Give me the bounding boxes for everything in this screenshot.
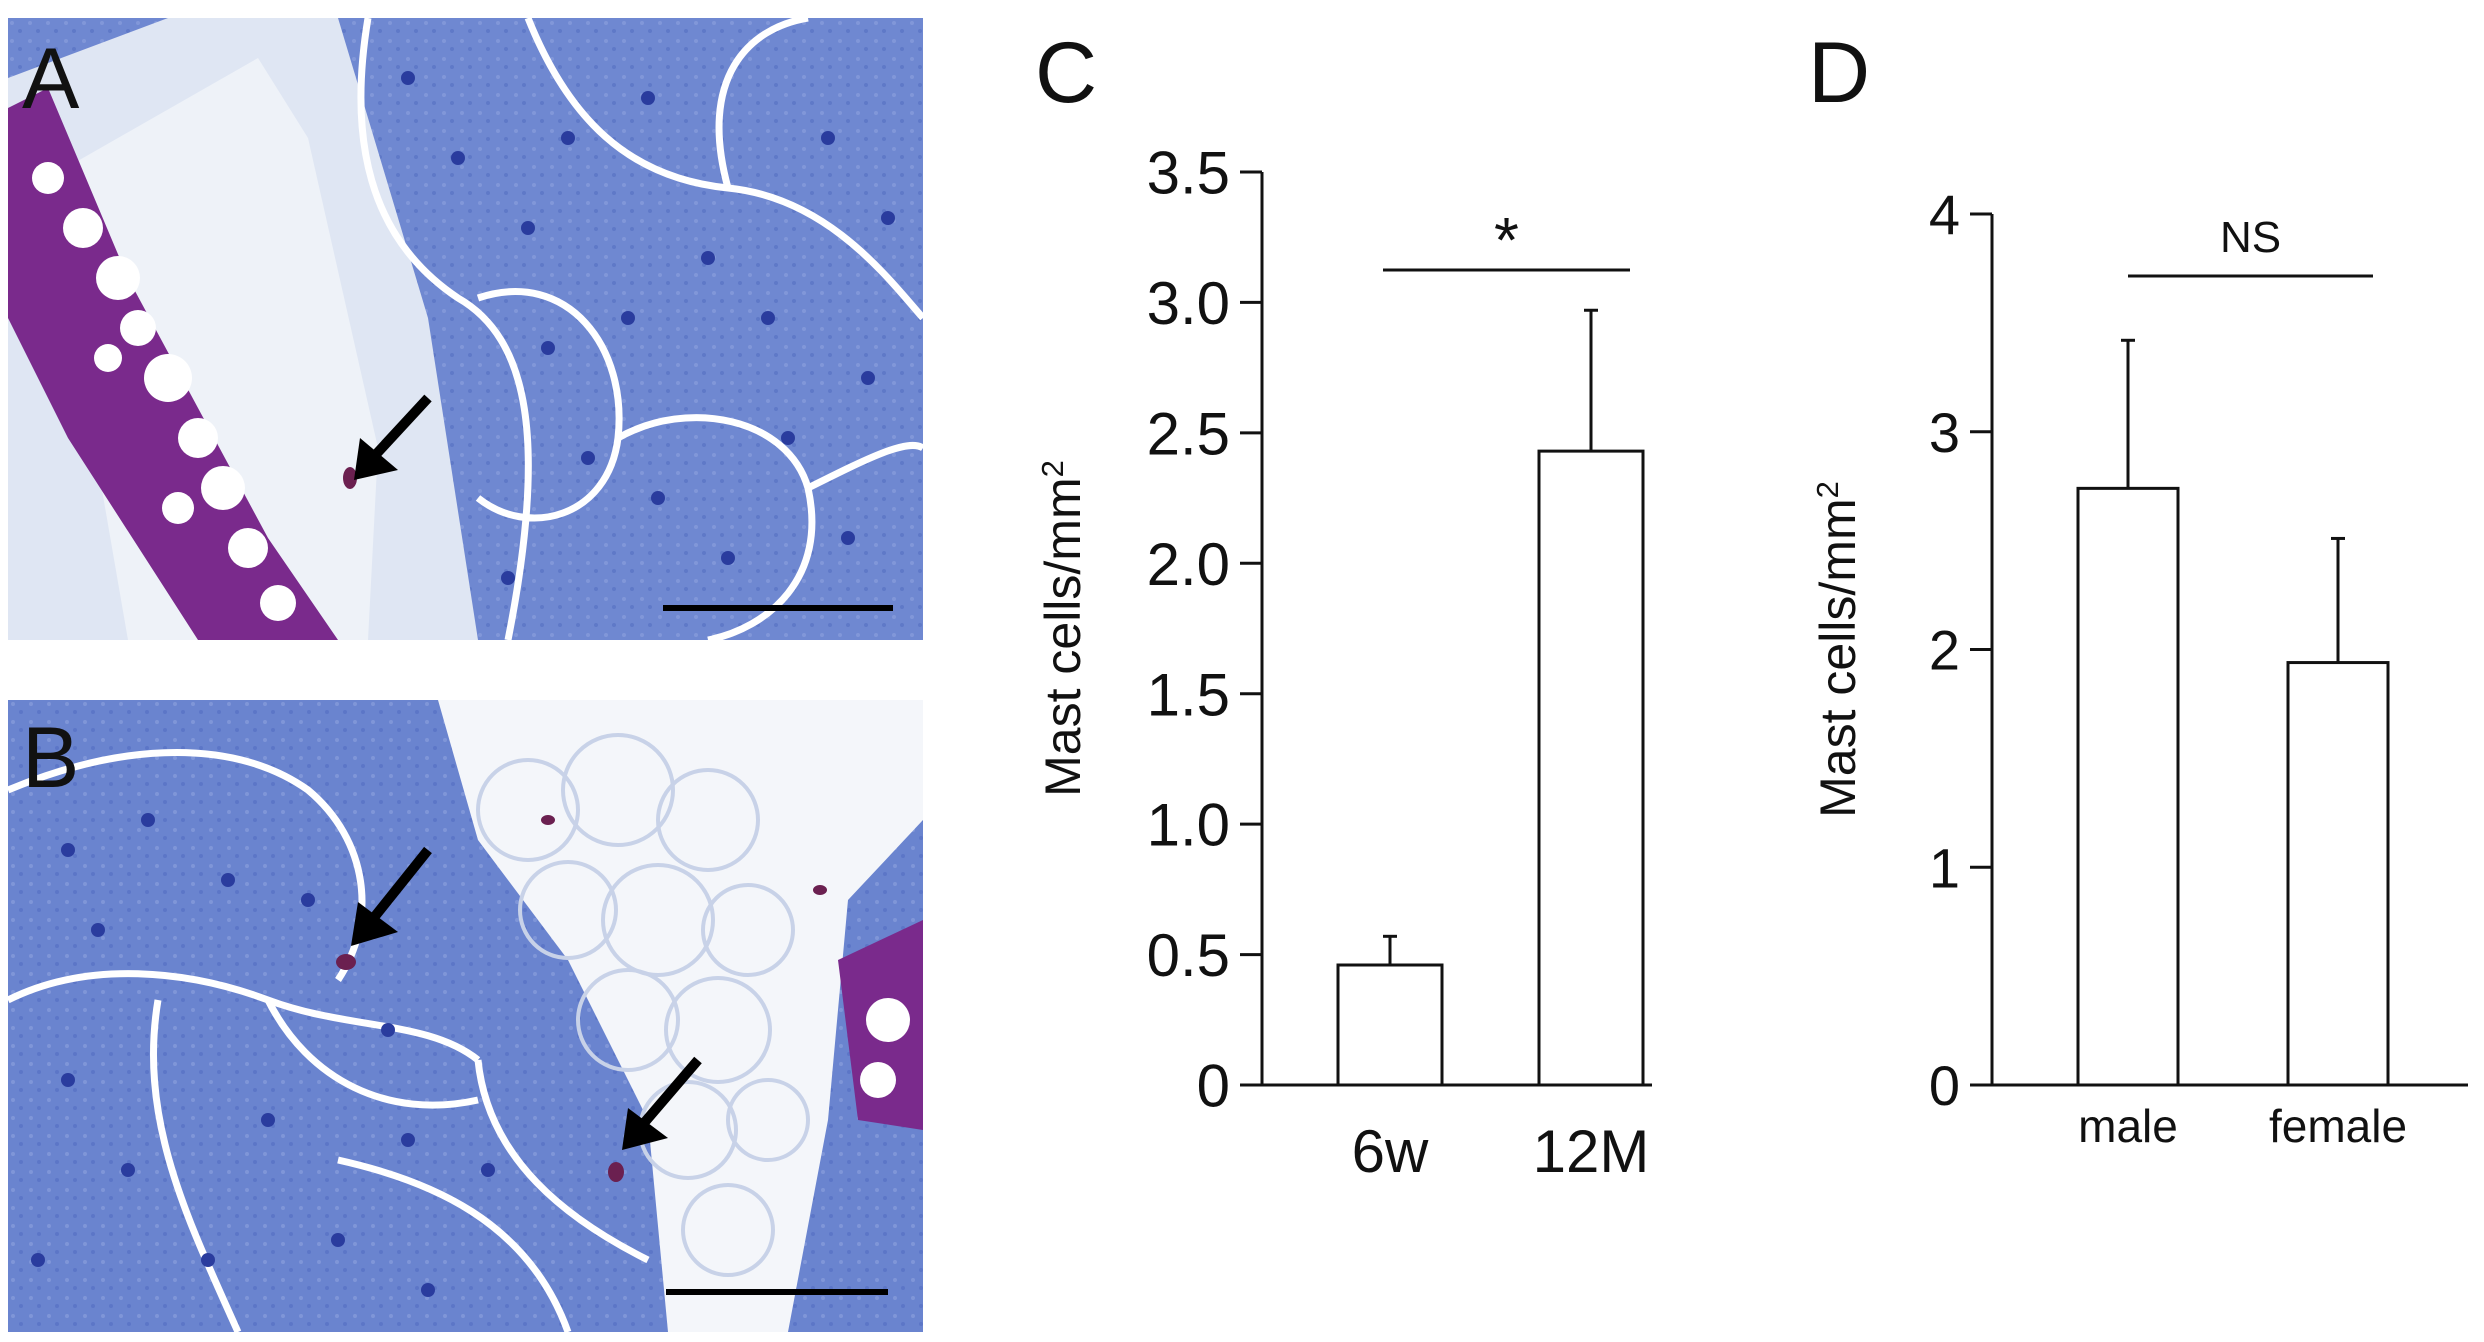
bar-12M — [1537, 449, 1645, 1087]
panel-label-a: A — [22, 31, 80, 127]
bar-chart-c: 0 0.5 1.0 1.5 2.0 2.5 3.0 3.5 Mast cells/mm2 6w 12… — [1035, 140, 1652, 1185]
micrograph-a — [8, 18, 923, 640]
arrow-icon — [622, 1056, 702, 1150]
bar-6w — [1336, 963, 1444, 1087]
panel-label-b: B — [22, 710, 80, 806]
x-category-label: male — [2078, 1100, 2178, 1152]
y-axis-label: Mast cells/mm2 — [1035, 460, 1092, 797]
y-tick-label: 3.0 — [1147, 270, 1230, 337]
y-tick-label: 0 — [1197, 1053, 1230, 1120]
bar-female — [2286, 661, 2390, 1087]
y-tick-label: 2 — [1929, 619, 1960, 682]
micrograph-b — [8, 700, 923, 1332]
significance-label: * — [1494, 204, 1519, 276]
y-tick-label: 4 — [1929, 183, 1960, 246]
y-tick-label: 2.0 — [1147, 531, 1230, 598]
y-tick-label: 1.0 — [1147, 792, 1230, 859]
panel-label-d: D — [1808, 25, 1871, 121]
y-tick-label: 1 — [1929, 836, 1960, 899]
y-axis-label: Mast cells/mm2 — [1810, 481, 1867, 818]
x-category-label: 12M — [1533, 1118, 1650, 1185]
arrow-icon — [354, 394, 432, 480]
y-tick-label: 3 — [1929, 401, 1960, 464]
y-tick-label: 0 — [1929, 1054, 1960, 1117]
y-tick-label: 0.5 — [1147, 922, 1230, 989]
bar-male — [2076, 486, 2180, 1087]
significance-label: NS — [2220, 213, 2281, 262]
y-tick-label: 3.5 — [1147, 140, 1230, 207]
x-category-label: 6w — [1352, 1118, 1429, 1185]
bar-chart-d: 0 1 2 3 4 Mast cells/mm2 male female NS — [1810, 183, 2468, 1152]
y-tick-label: 2.5 — [1147, 400, 1230, 467]
arrow-icon — [351, 846, 432, 946]
panel-label-c: C — [1035, 25, 1098, 121]
y-tick-label: 1.5 — [1147, 661, 1230, 728]
x-category-label: female — [2269, 1100, 2407, 1152]
